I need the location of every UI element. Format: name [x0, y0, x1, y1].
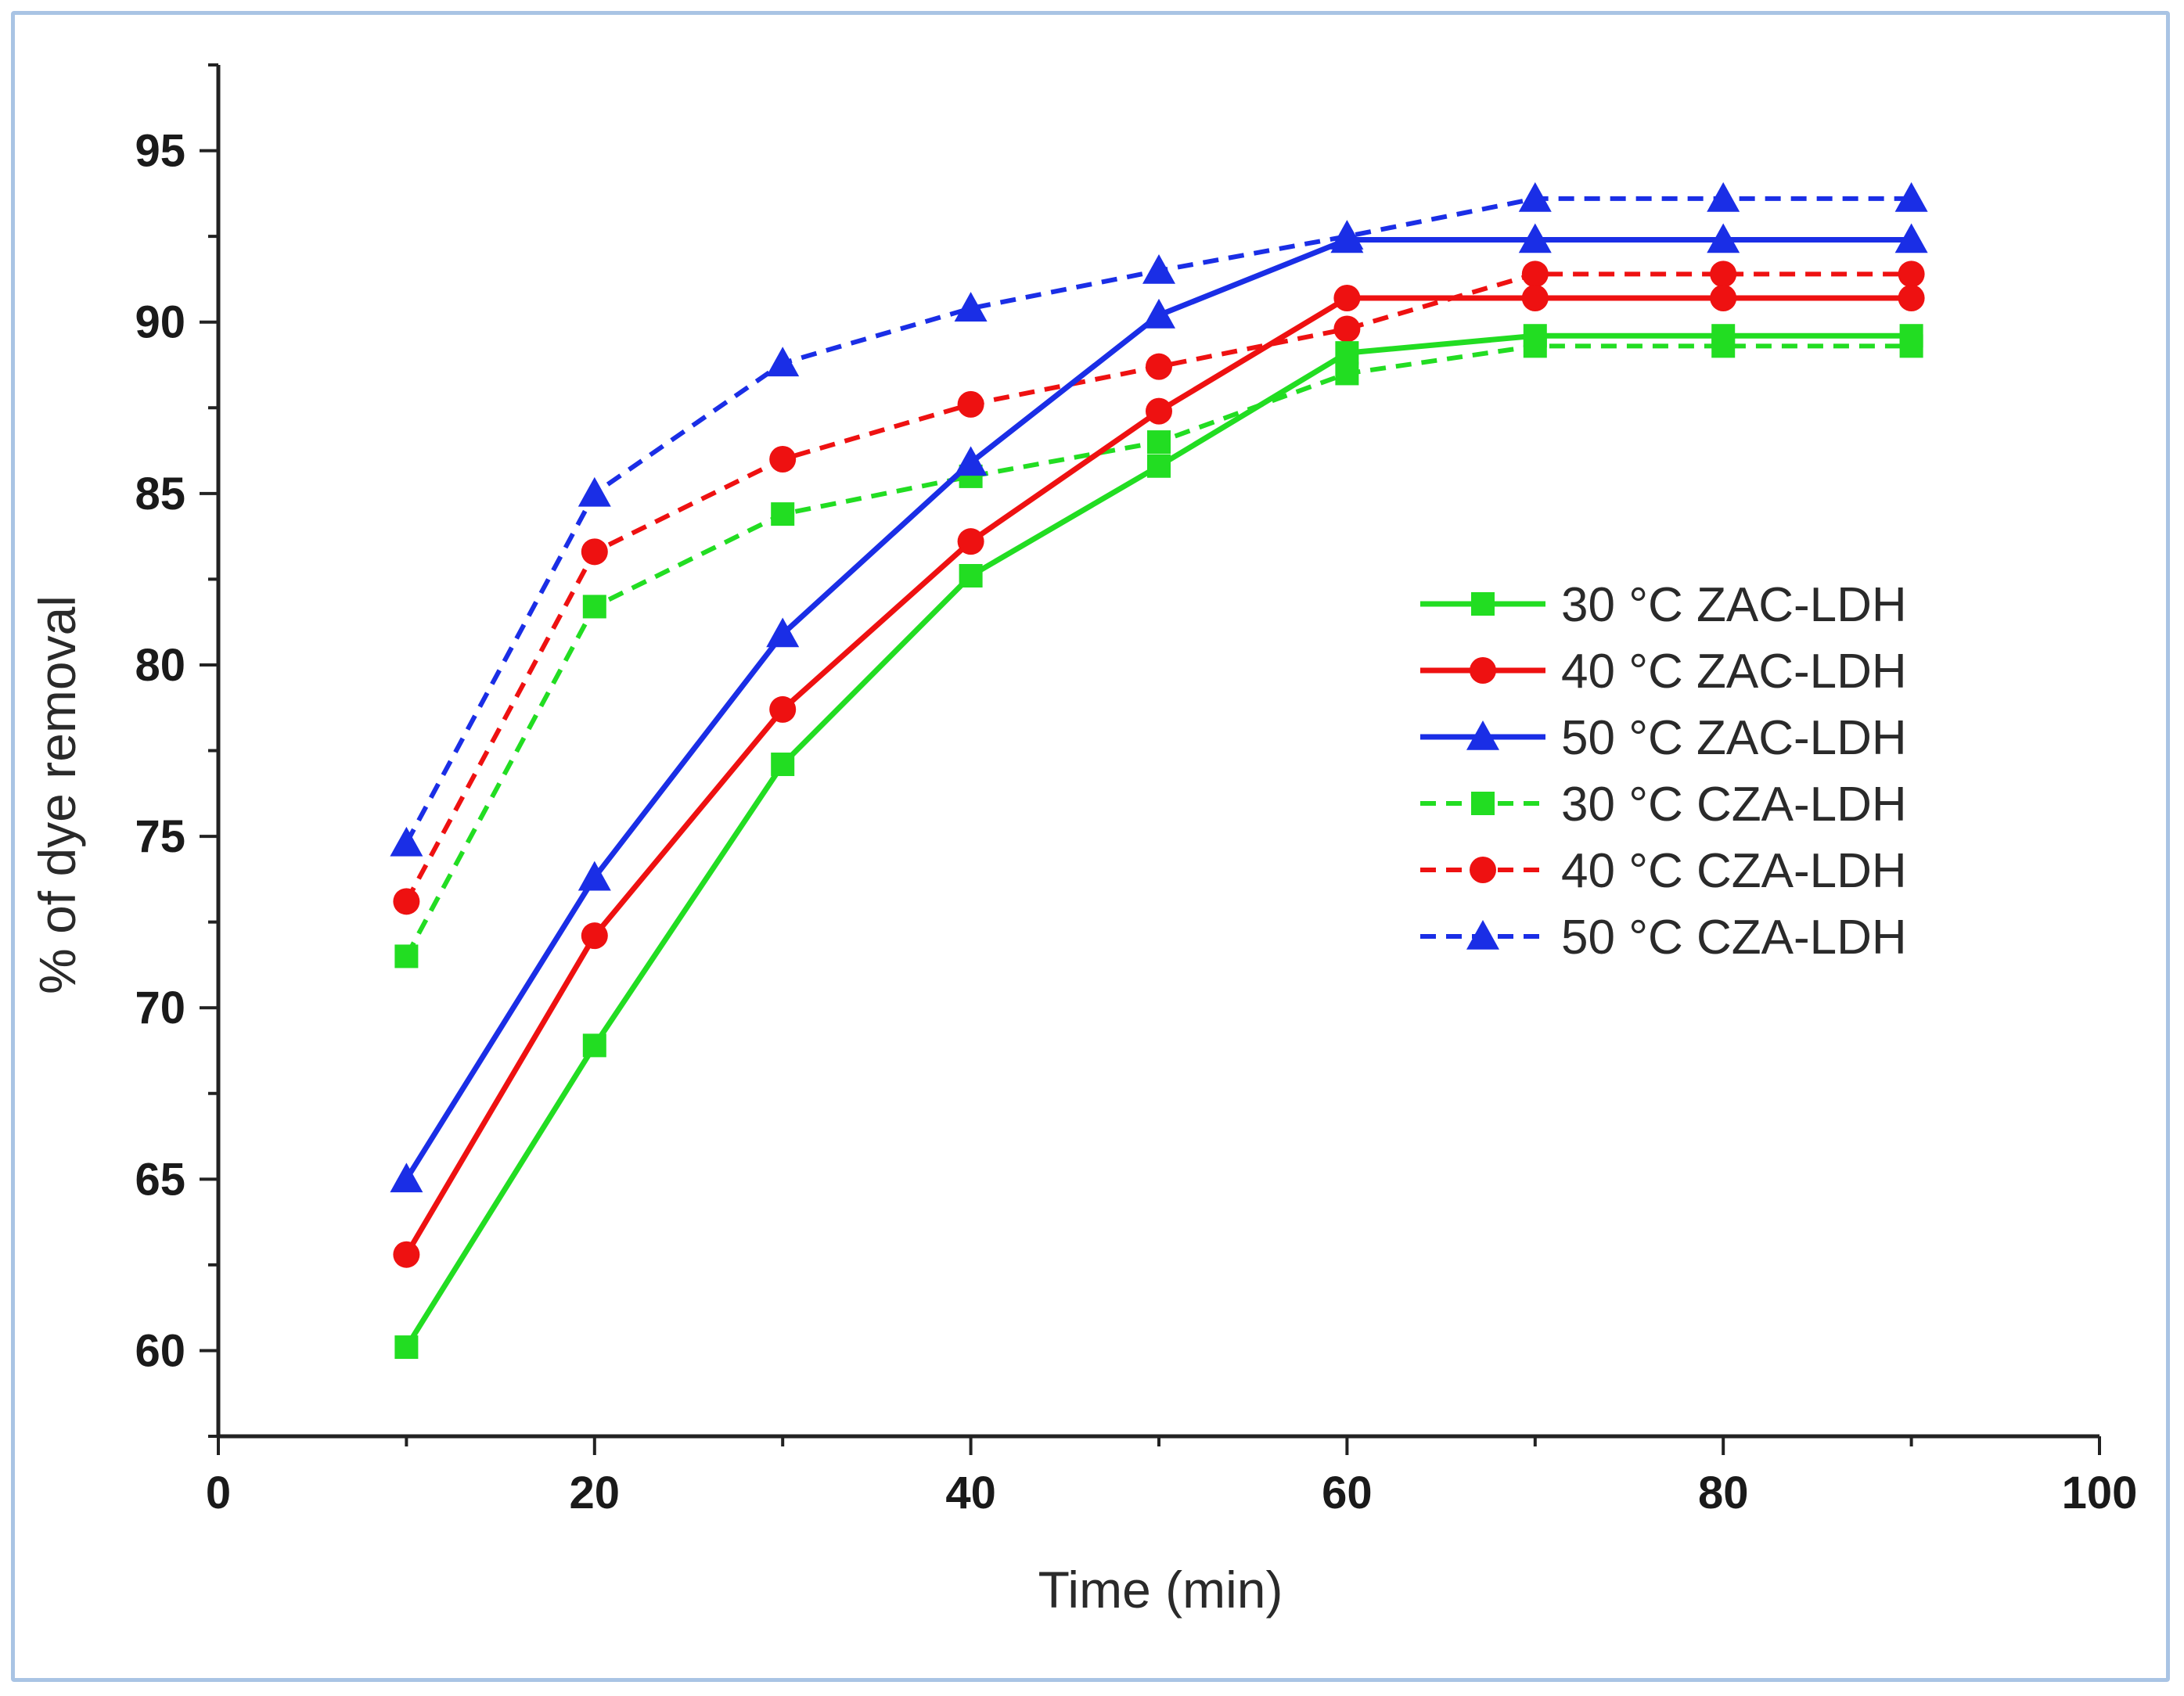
- data-point: [581, 922, 608, 950]
- legend-marker: [1470, 657, 1496, 684]
- data-point: [577, 476, 611, 507]
- data-point: [769, 695, 797, 723]
- y-axis-title: % of dye removal: [28, 595, 86, 994]
- legend-marker: [1470, 857, 1496, 883]
- data-point: [957, 528, 984, 555]
- legend-label: 30 °C ZAC-LDH: [1561, 578, 1907, 632]
- y-tick-label: 60: [135, 1325, 185, 1376]
- legend-marker: [1471, 792, 1495, 815]
- data-point: [1521, 261, 1549, 288]
- data-point: [1707, 223, 1740, 253]
- legend-label: 40 °C CZA-LDH: [1561, 844, 1907, 898]
- data-point: [766, 617, 800, 648]
- data-point: [1146, 397, 1172, 425]
- y-tick-label: 90: [135, 297, 185, 348]
- data-point: [1142, 253, 1175, 284]
- data-point: [1333, 285, 1361, 312]
- series-40-c-cza-ldh: [393, 261, 1925, 915]
- data-point: [954, 292, 988, 322]
- data-point: [771, 753, 795, 777]
- axes: 0 20 40 60 80 100 60 65 70 75 80 85 90 95: [135, 63, 2138, 1518]
- y-tick-label: 85: [135, 469, 185, 519]
- legend-marker: [1466, 720, 1499, 750]
- data-point: [954, 446, 988, 476]
- legend-item: 50 °C CZA-LDH: [1420, 911, 1907, 965]
- data-point: [1710, 261, 1737, 288]
- legend-marker: [1466, 920, 1499, 950]
- series-line: [404, 332, 1912, 1349]
- data-point: [393, 888, 420, 915]
- data-point: [1521, 285, 1549, 312]
- data-point: [582, 595, 606, 619]
- data-point: [1335, 361, 1359, 386]
- data-point: [390, 1162, 423, 1193]
- series-layer: [390, 181, 1928, 1360]
- x-axis-title: Time (min): [1038, 1561, 1283, 1619]
- data-point: [1898, 285, 1925, 312]
- data-point: [1147, 430, 1171, 455]
- data-point: [1894, 223, 1928, 253]
- data-point: [1147, 454, 1171, 478]
- data-point: [1707, 181, 1740, 212]
- legend-label: 30 °C CZA-LDH: [1561, 778, 1907, 832]
- y-tick-label: 70: [135, 983, 185, 1033]
- data-point: [1333, 315, 1361, 343]
- x-tick-label: 80: [1698, 1468, 1749, 1518]
- data-point: [1894, 181, 1928, 212]
- data-point: [582, 1033, 606, 1058]
- x-tick-label: 40: [945, 1468, 996, 1518]
- legend-label: 40 °C ZAC-LDH: [1561, 645, 1907, 699]
- data-point: [1518, 181, 1552, 212]
- y-tick-label: 95: [135, 126, 185, 177]
- data-point: [393, 1241, 420, 1268]
- series-40-c-zac-ldh: [393, 285, 1925, 1268]
- legend-item: 30 °C ZAC-LDH: [1420, 578, 1907, 632]
- legend-item: 40 °C CZA-LDH: [1420, 844, 1907, 898]
- legend: 30 °C ZAC-LDH 40 °C ZAC-LDH 50 °C ZAC-LDH 3…: [1420, 578, 1907, 965]
- y-tick-label: 75: [135, 811, 185, 862]
- data-point: [957, 390, 984, 418]
- data-point: [1330, 223, 1364, 253]
- data-point: [1711, 324, 1736, 348]
- legend-item: 30 °C CZA-LDH: [1420, 778, 1907, 832]
- data-point: [1898, 261, 1925, 288]
- x-tick-label: 20: [570, 1468, 621, 1518]
- data-point: [1142, 298, 1175, 329]
- legend-item: 40 °C ZAC-LDH: [1420, 645, 1907, 699]
- data-point: [1899, 324, 1923, 348]
- data-point: [394, 1335, 419, 1360]
- data-point: [581, 538, 608, 566]
- x-tick-label: 0: [206, 1468, 231, 1518]
- data-point: [959, 563, 983, 587]
- data-point: [390, 826, 423, 857]
- y-tick-label: 65: [135, 1154, 185, 1205]
- data-point: [1518, 223, 1552, 253]
- data-point: [769, 445, 797, 473]
- data-point: [1523, 324, 1547, 348]
- series-50-c-zac-ldh: [390, 223, 1928, 1193]
- data-point: [1146, 353, 1172, 380]
- legend-item: 50 °C ZAC-LDH: [1420, 711, 1907, 765]
- figure-frame: [11, 11, 2170, 1682]
- data-point: [766, 347, 800, 377]
- x-tick-label: 100: [2062, 1468, 2138, 1518]
- series-30-c-zac-ldh: [394, 324, 1923, 1360]
- data-point: [1710, 285, 1737, 312]
- legend-label: 50 °C ZAC-LDH: [1561, 711, 1907, 765]
- data-point: [771, 502, 795, 526]
- data-point: [1335, 341, 1359, 365]
- x-tick-label: 60: [1322, 1468, 1373, 1518]
- data-point: [577, 861, 611, 891]
- legend-marker: [1471, 592, 1495, 616]
- series-line: [404, 237, 1912, 1181]
- y-tick-label: 80: [135, 640, 185, 691]
- data-point: [394, 944, 419, 968]
- legend-label: 50 °C CZA-LDH: [1561, 911, 1907, 965]
